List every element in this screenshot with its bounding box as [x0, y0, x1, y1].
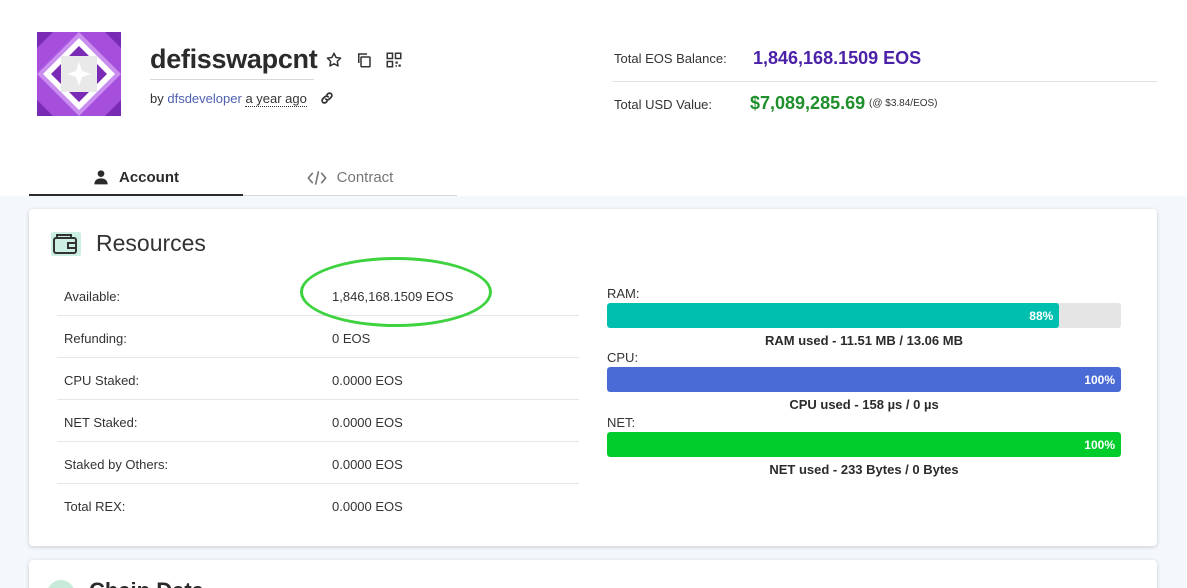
resource-row-cpu-staked: CPU Staked: 0.0000 EOS [57, 358, 579, 400]
net-label: NET: [607, 415, 636, 430]
resource-row-available: Available: 1,846,168.1509 EOS [57, 274, 579, 316]
ram-percent: 88% [1029, 309, 1054, 323]
user-icon [94, 170, 108, 185]
usd-rate: (@ $3.84/EOS) [869, 98, 938, 109]
row-value: 0 EOS [332, 331, 371, 346]
row-label: Available: [64, 289, 121, 304]
account-name: defisswapcnt [150, 44, 318, 74]
resources-card: Resources Available: 1,846,168.1509 EOS … [29, 209, 1157, 546]
row-label: Total REX: [64, 499, 126, 514]
byline-prefix: by [150, 91, 164, 106]
star-icon[interactable] [325, 51, 343, 69]
row-divider [57, 399, 579, 400]
copy-icon[interactable] [355, 51, 373, 69]
usd-value: $7,089,285.69 [750, 93, 866, 113]
resource-row-net-staked: NET Staked: 0.0000 EOS [57, 400, 579, 442]
eos-balance-label: Total EOS Balance: [614, 51, 727, 66]
row-divider [57, 441, 579, 442]
ram-bar-fill: 88% [607, 303, 1060, 328]
resource-row-total-rex: Total REX: 0.0000 EOS [57, 484, 579, 526]
row-label: Refunding: [64, 331, 127, 346]
row-value: 0.0000 EOS [332, 499, 403, 514]
row-divider [57, 357, 579, 358]
creator-link[interactable]: dfsdeveloper [167, 91, 242, 106]
wallet-icon [51, 232, 81, 256]
cpu-caption: CPU used - 158 µs / 0 µs [789, 397, 939, 412]
cpu-label: CPU: [607, 350, 639, 365]
tab-contract[interactable]: Contract [243, 160, 457, 196]
row-value: 0.0000 EOS [332, 457, 403, 472]
usd-value-label: Total USD Value: [614, 97, 713, 112]
tab-contract-label: Contract [336, 169, 394, 186]
net-percent: 100% [1084, 438, 1115, 452]
row-label: CPU Staked: [64, 373, 140, 388]
account-header: defisswapcnt by dfsdeveloper a year ago … [0, 0, 1187, 196]
row-value: 1,846,168.1509 EOS [332, 289, 454, 304]
row-divider [57, 315, 579, 316]
link-icon[interactable] [320, 91, 334, 105]
ram-bar: 88% [607, 303, 1121, 328]
ram-label: RAM: [607, 286, 640, 301]
created-time: a year ago [245, 91, 307, 107]
balance-divider [612, 81, 1157, 82]
name-underline [150, 79, 314, 80]
row-divider [57, 483, 579, 484]
resources-title: Resources [96, 230, 206, 256]
resource-row-staked-by-others: Staked by Others: 0.0000 EOS [57, 442, 579, 484]
row-value: 0.0000 EOS [332, 373, 403, 388]
cpu-percent: 100% [1084, 373, 1115, 387]
row-label: Staked by Others: [64, 457, 169, 472]
qr-code-icon[interactable] [385, 51, 403, 69]
row-value: 0.0000 EOS [332, 415, 403, 430]
tab-account[interactable]: Account [29, 160, 243, 196]
resource-row-refunding: Refunding: 0 EOS [57, 316, 579, 358]
next-card-title: Chain Data [89, 578, 204, 588]
chain-data-icon [47, 580, 75, 588]
net-caption: NET used - 233 Bytes / 0 Bytes [769, 462, 959, 477]
net-bar-fill: 100% [607, 432, 1121, 457]
ram-caption: RAM used - 11.51 MB / 13.06 MB [765, 333, 963, 348]
eos-balance-value: 1,846,168.1509 EOS [753, 48, 922, 68]
tab-account-label: Account [119, 168, 179, 186]
account-byline: by dfsdeveloper a year ago [150, 91, 307, 107]
cpu-bar-fill: 100% [607, 367, 1121, 392]
cpu-bar: 100% [607, 367, 1121, 392]
net-bar: 100% [607, 432, 1121, 457]
account-avatar [37, 32, 121, 116]
next-card: Chain Data [29, 560, 1157, 588]
row-label: NET Staked: [64, 415, 138, 430]
code-icon [307, 170, 327, 185]
